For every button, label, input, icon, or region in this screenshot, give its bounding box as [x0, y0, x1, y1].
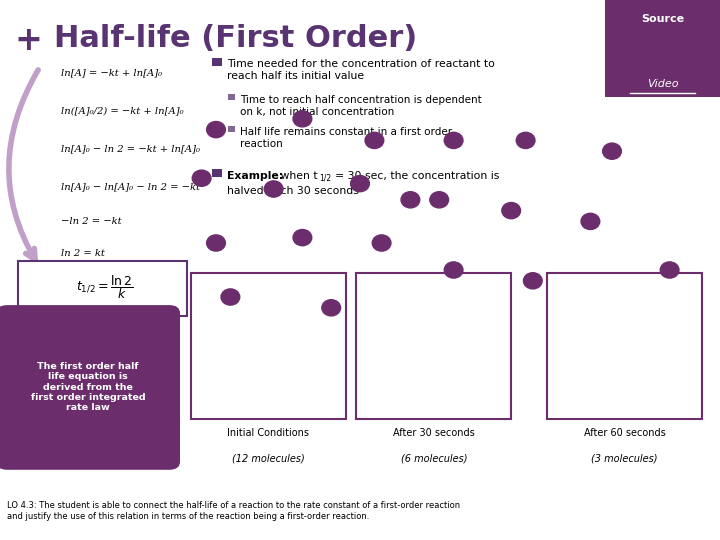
Ellipse shape	[192, 170, 211, 186]
Bar	[228, 94, 235, 100]
Text: when t: when t	[277, 171, 318, 181]
Ellipse shape	[516, 132, 535, 149]
Text: Example:: Example:	[227, 171, 283, 181]
Text: ln[A]₀ − ln[A]₀ − ln 2 = −kt: ln[A]₀ − ln[A]₀ − ln 2 = −kt	[61, 182, 200, 191]
FancyBboxPatch shape	[0, 305, 180, 470]
Ellipse shape	[430, 192, 449, 208]
Bar	[212, 58, 222, 66]
Text: ln[A]₀ − ln 2 = −kt + ln[A]₀: ln[A]₀ − ln 2 = −kt + ln[A]₀	[61, 144, 200, 153]
FancyBboxPatch shape	[356, 273, 511, 418]
Text: (3 molecules): (3 molecules)	[591, 454, 658, 464]
Text: Video: Video	[647, 79, 678, 89]
Text: (12 molecules): (12 molecules)	[232, 454, 305, 464]
Text: +: +	[14, 24, 42, 57]
Text: Half-life (First Order): Half-life (First Order)	[54, 24, 418, 53]
Text: The first order half
life equation is
derived from the
first order integrated
ra: The first order half life equation is de…	[30, 362, 145, 413]
FancyBboxPatch shape	[605, 0, 720, 97]
Text: LO 4.3: The student is able to connect the half-life of a reaction to the rate c: LO 4.3: The student is able to connect t…	[7, 501, 460, 521]
Ellipse shape	[603, 143, 621, 159]
Text: Time to reach half concentration is dependent
on k, not initial concentration: Time to reach half concentration is depe…	[240, 95, 482, 117]
Ellipse shape	[264, 181, 283, 197]
Ellipse shape	[401, 192, 420, 208]
Text: After 60 seconds: After 60 seconds	[584, 428, 665, 438]
Ellipse shape	[444, 262, 463, 278]
Text: $t_{1/2}=\dfrac{\ln 2}{k}$: $t_{1/2}=\dfrac{\ln 2}{k}$	[76, 273, 133, 301]
Text: Half life remains constant in a first order
reaction: Half life remains constant in a first or…	[240, 127, 452, 149]
Ellipse shape	[322, 300, 341, 316]
Text: (6 molecules): (6 molecules)	[400, 454, 467, 464]
Ellipse shape	[351, 176, 369, 192]
Ellipse shape	[221, 289, 240, 305]
Text: ln 2 = kt: ln 2 = kt	[61, 249, 105, 258]
FancyBboxPatch shape	[547, 273, 702, 418]
Text: −ln 2 = −kt: −ln 2 = −kt	[61, 217, 122, 226]
Bar	[212, 169, 222, 177]
Ellipse shape	[581, 213, 600, 230]
Ellipse shape	[365, 132, 384, 149]
Ellipse shape	[444, 132, 463, 149]
Ellipse shape	[293, 230, 312, 246]
Text: Source: Source	[641, 14, 684, 24]
Text: ln[A] = −kt + ln[A]₀: ln[A] = −kt + ln[A]₀	[61, 69, 162, 77]
Text: After 30 seconds: After 30 seconds	[393, 428, 474, 438]
Text: Time needed for the concentration of reactant to
reach half its initial value: Time needed for the concentration of rea…	[227, 59, 495, 81]
Ellipse shape	[207, 122, 225, 138]
Bar	[228, 126, 235, 132]
FancyArrowPatch shape	[9, 70, 38, 260]
FancyBboxPatch shape	[18, 261, 187, 316]
Text: Initial Conditions: Initial Conditions	[228, 428, 309, 438]
Ellipse shape	[372, 235, 391, 251]
FancyBboxPatch shape	[191, 273, 346, 418]
Ellipse shape	[523, 273, 542, 289]
Text: ln([A]₀/2) = −kt + ln[A]₀: ln([A]₀/2) = −kt + ln[A]₀	[61, 106, 184, 115]
Ellipse shape	[502, 202, 521, 219]
Ellipse shape	[207, 235, 225, 251]
Ellipse shape	[293, 111, 312, 127]
Text: = 30 sec, the concentration is: = 30 sec, the concentration is	[335, 171, 499, 181]
Text: 1/2: 1/2	[319, 173, 331, 183]
Ellipse shape	[660, 262, 679, 278]
Text: halved each 30 seconds: halved each 30 seconds	[227, 186, 359, 196]
